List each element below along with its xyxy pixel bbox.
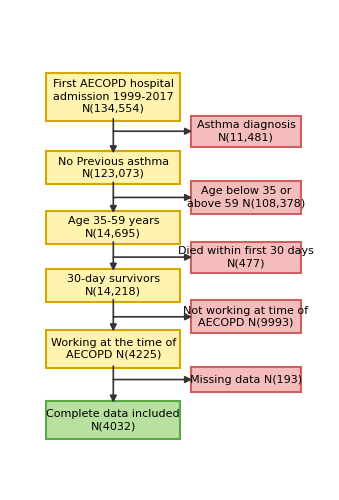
Text: Complete data included
N(4032): Complete data included N(4032) — [46, 409, 180, 431]
Text: Asthma diagnosis
N(11,481): Asthma diagnosis N(11,481) — [197, 120, 295, 142]
FancyBboxPatch shape — [46, 152, 180, 184]
Text: Missing data N(193): Missing data N(193) — [190, 374, 302, 384]
FancyBboxPatch shape — [46, 269, 180, 302]
Text: Working at the time of
AECOPD N(4225): Working at the time of AECOPD N(4225) — [51, 338, 176, 360]
FancyBboxPatch shape — [46, 400, 180, 439]
Text: No Previous asthma
N(123,073): No Previous asthma N(123,073) — [58, 156, 169, 179]
FancyBboxPatch shape — [191, 300, 301, 333]
Text: Not working at time of
AECOPD N(9993): Not working at time of AECOPD N(9993) — [183, 306, 308, 328]
FancyBboxPatch shape — [46, 211, 180, 244]
FancyBboxPatch shape — [191, 367, 301, 392]
Text: 30-day survivors
N(14,218): 30-day survivors N(14,218) — [67, 274, 160, 296]
FancyBboxPatch shape — [46, 72, 180, 120]
Text: Age 35-59 years
N(14,695): Age 35-59 years N(14,695) — [67, 216, 159, 238]
Text: First AECOPD hospital
admission 1999-2017
N(134,554): First AECOPD hospital admission 1999-201… — [53, 79, 174, 114]
FancyBboxPatch shape — [191, 116, 301, 146]
FancyBboxPatch shape — [46, 330, 180, 368]
FancyBboxPatch shape — [191, 181, 301, 214]
FancyBboxPatch shape — [191, 242, 301, 272]
Text: Died within first 30 days
N(477): Died within first 30 days N(477) — [178, 246, 314, 268]
Text: Age below 35 or
above 59 N(108,378): Age below 35 or above 59 N(108,378) — [187, 186, 305, 208]
